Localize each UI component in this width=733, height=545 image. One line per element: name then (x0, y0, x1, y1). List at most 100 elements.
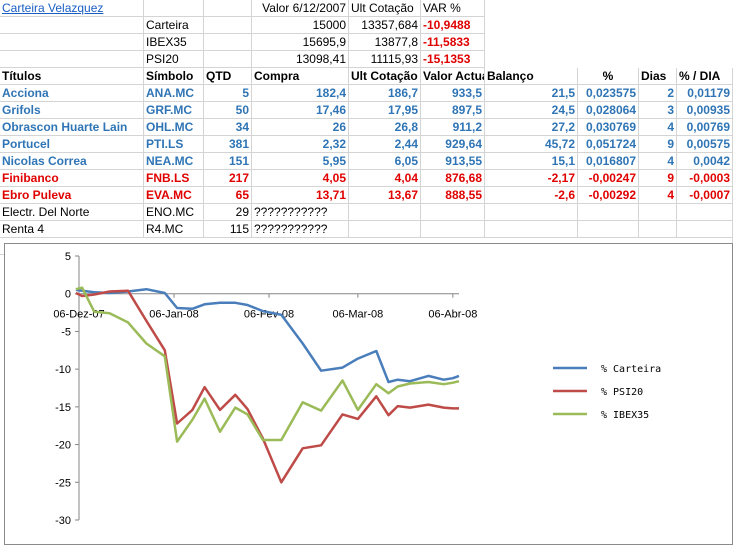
table-cell-valor[interactable]: 929,64 (421, 136, 485, 153)
table-cell-qtd[interactable]: 115 (204, 221, 252, 238)
table-cell-balanco[interactable]: 21,5 (485, 85, 578, 102)
table-cell-dia[interactable]: -0,0003 (677, 170, 733, 187)
header-valor-label[interactable]: Valor 6/12/2007 (252, 0, 349, 17)
table-cell-balanco[interactable] (485, 221, 578, 238)
table-cell-pct[interactable]: -0,00247 (578, 170, 639, 187)
summary-valor[interactable]: 15000 (252, 17, 349, 34)
table-cell-dia[interactable] (677, 221, 733, 238)
table-cell-dias[interactable]: 2 (639, 85, 677, 102)
table-cell-valor[interactable]: 897,5 (421, 102, 485, 119)
table-cell-titulo[interactable]: Obrascon Huarte Lain (0, 119, 144, 136)
table-cell-qtd[interactable]: 29 (204, 204, 252, 221)
summary-ult[interactable]: 11115,93 (349, 51, 421, 68)
table-cell-simbolo[interactable]: ANA.MC (144, 85, 204, 102)
table-cell-compra[interactable]: 17,46 (252, 102, 349, 119)
table-cell-qtd[interactable]: 65 (204, 187, 252, 204)
table-cell-compra[interactable]: 5,95 (252, 153, 349, 170)
table-cell-titulo[interactable]: Grifols (0, 102, 144, 119)
summary-var[interactable]: -10,9488 (421, 17, 485, 34)
table-cell-pct[interactable] (578, 204, 639, 221)
table-cell-qtd[interactable]: 34 (204, 119, 252, 136)
table-cell-qtd[interactable]: 381 (204, 136, 252, 153)
table-cell-valor[interactable] (421, 204, 485, 221)
column-header[interactable]: Compra (252, 68, 349, 85)
table-cell-valor[interactable]: 913,55 (421, 153, 485, 170)
table-cell-dia[interactable] (677, 204, 733, 221)
table-cell-simbolo[interactable]: FNB.LS (144, 170, 204, 187)
table-cell-pct[interactable]: 0,030769 (578, 119, 639, 136)
table-cell-dias[interactable]: 4 (639, 119, 677, 136)
table-cell-simbolo[interactable]: EVA.MC (144, 187, 204, 204)
table-cell-compra[interactable]: ??????????? (252, 204, 349, 221)
table-cell-compra[interactable]: 13,71 (252, 187, 349, 204)
empty-cell[interactable] (204, 0, 252, 17)
column-header[interactable]: QTD (204, 68, 252, 85)
table-cell-qtd[interactable]: 151 (204, 153, 252, 170)
table-cell-compra[interactable]: 2,32 (252, 136, 349, 153)
header-var-label[interactable]: VAR % (421, 0, 485, 17)
table-cell-simbolo[interactable]: PTI.LS (144, 136, 204, 153)
table-cell-compra[interactable]: 26 (252, 119, 349, 136)
summary-var[interactable]: -15,1353 (421, 51, 485, 68)
performance-chart[interactable]: 5 0 -5 -10 -15 -20 -25 -30 06-Dez-07 06-Jan-08 06-… (4, 243, 733, 545)
table-cell-titulo[interactable]: Renta 4 (0, 221, 144, 238)
table-cell-ult[interactable]: 4,04 (349, 170, 421, 187)
summary-var[interactable]: -11,5833 (421, 34, 485, 51)
table-cell-compra[interactable]: ??????????? (252, 221, 349, 238)
table-cell-simbolo[interactable]: ENO.MC (144, 204, 204, 221)
column-header[interactable]: Ult Cotação (349, 68, 421, 85)
column-header[interactable]: Balanço (485, 68, 578, 85)
table-cell-dia[interactable]: -0,0007 (677, 187, 733, 204)
table-cell-dia[interactable]: 0,00769 (677, 119, 733, 136)
summary-ult[interactable]: 13357,684 (349, 17, 421, 34)
table-cell-ult[interactable]: 6,05 (349, 153, 421, 170)
table-cell-balanco[interactable]: 24,5 (485, 102, 578, 119)
table-cell-dias[interactable]: 9 (639, 170, 677, 187)
table-cell-dias[interactable] (639, 221, 677, 238)
table-cell-titulo[interactable]: Nicolas Correa (0, 153, 144, 170)
table-cell-dias[interactable]: 3 (639, 102, 677, 119)
header-ult-label[interactable]: Ult Cotação (349, 0, 421, 17)
table-cell-pct[interactable]: 0,028064 (578, 102, 639, 119)
table-cell-ult[interactable] (349, 221, 421, 238)
table-cell-qtd[interactable]: 50 (204, 102, 252, 119)
summary-name[interactable]: IBEX35 (144, 34, 204, 51)
empty-cell[interactable] (0, 34, 144, 51)
column-header[interactable]: Dias (639, 68, 677, 85)
empty-cell[interactable] (144, 0, 204, 17)
table-cell-qtd[interactable]: 5 (204, 85, 252, 102)
empty-cell[interactable] (0, 51, 144, 68)
table-cell-simbolo[interactable]: R4.MC (144, 221, 204, 238)
table-cell-dia[interactable]: 0,01179 (677, 85, 733, 102)
summary-valor[interactable]: 15695,9 (252, 34, 349, 51)
table-cell-valor[interactable]: 911,2 (421, 119, 485, 136)
table-cell-simbolo[interactable]: NEA.MC (144, 153, 204, 170)
table-cell-balanco[interactable]: -2,17 (485, 170, 578, 187)
table-cell-dia[interactable]: 0,0042 (677, 153, 733, 170)
empty-cell[interactable] (204, 51, 252, 68)
table-cell-pct[interactable]: 0,023575 (578, 85, 639, 102)
table-cell-ult[interactable]: 2,44 (349, 136, 421, 153)
table-cell-valor[interactable] (421, 221, 485, 238)
table-cell-pct[interactable]: 0,016807 (578, 153, 639, 170)
table-cell-ult[interactable]: 17,95 (349, 102, 421, 119)
empty-cell[interactable] (204, 34, 252, 51)
table-cell-dias[interactable]: 9 (639, 136, 677, 153)
table-cell-pct[interactable]: -0,00292 (578, 187, 639, 204)
table-cell-valor[interactable]: 888,55 (421, 187, 485, 204)
table-cell-titulo[interactable]: Portucel (0, 136, 144, 153)
column-header[interactable]: Títulos (0, 68, 144, 85)
table-cell-dia[interactable]: 0,00575 (677, 136, 733, 153)
summary-name[interactable]: PSI20 (144, 51, 204, 68)
column-header[interactable]: % / DIA (677, 68, 733, 85)
table-cell-ult[interactable]: 13,67 (349, 187, 421, 204)
empty-cell[interactable] (204, 17, 252, 34)
table-cell-balanco[interactable]: 15,1 (485, 153, 578, 170)
summary-valor[interactable]: 13098,41 (252, 51, 349, 68)
table-cell-ult[interactable]: 26,8 (349, 119, 421, 136)
table-cell-dias[interactable]: 4 (639, 153, 677, 170)
table-cell-titulo[interactable]: Electr. Del Norte (0, 204, 144, 221)
table-cell-dia[interactable]: 0,00935 (677, 102, 733, 119)
table-cell-titulo[interactable]: Acciona (0, 85, 144, 102)
column-header[interactable]: Valor Actual (421, 68, 485, 85)
